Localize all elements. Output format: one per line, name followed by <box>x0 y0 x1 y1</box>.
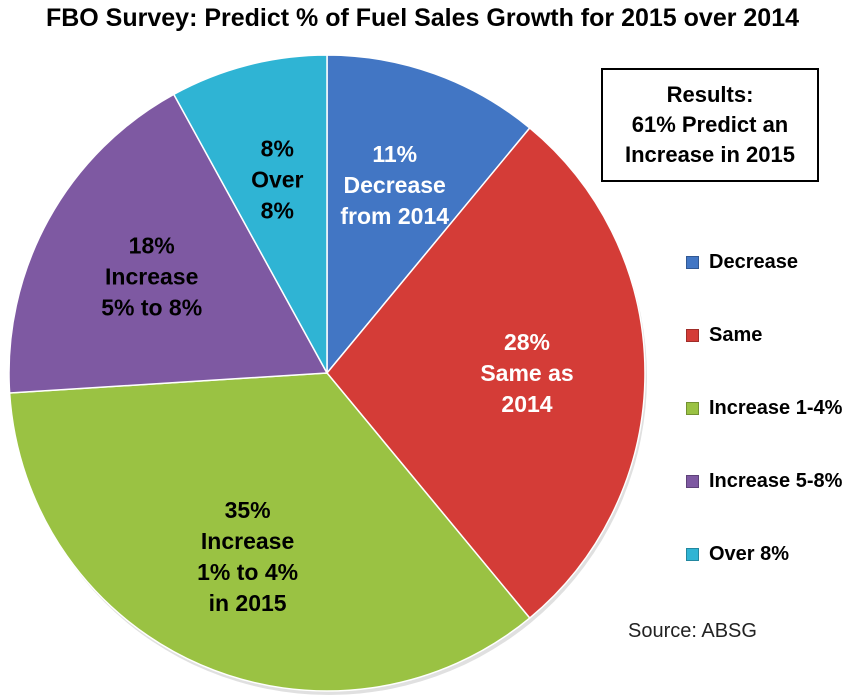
pie-slice-decrease <box>326 54 531 376</box>
slice-data-label: 11% Decrease from 2014 <box>340 141 449 229</box>
slice-data-label: 18% Increase 5% to 8% <box>101 233 202 321</box>
legend-item-increase-1-4: Increase 1-4% <box>686 372 842 445</box>
slice-label-line: Increase <box>105 264 198 290</box>
legend-item-increase-5-8: Increase 5-8% <box>686 445 842 518</box>
legend-label: Increase 5-8% <box>709 470 843 492</box>
legend-item-over-8: Over 8% <box>686 518 842 591</box>
slice-label-line: 1% to 4% <box>197 559 298 585</box>
results-annotation: Results: 61% Predict an Increase in 2015 <box>601 68 819 182</box>
source-note: Source: ABSG <box>628 620 757 642</box>
legend-swatch <box>686 475 699 488</box>
pie-slice-same <box>326 126 646 620</box>
pie-slice-over-8- <box>172 54 328 374</box>
slice-label-line: 35% <box>225 497 271 523</box>
results-line-1: Results: <box>666 82 754 107</box>
legend-swatch <box>686 402 699 415</box>
slice-label-line: Same as <box>480 360 573 386</box>
slice-data-label: 28% Same as 2014 <box>480 329 573 417</box>
slice-label-line: 5% to 8% <box>101 295 202 321</box>
legend-item-same: Same <box>686 299 842 372</box>
legend-label: Over 8% <box>709 543 790 565</box>
slice-label-line: 11% <box>372 141 417 167</box>
legend-swatch <box>686 256 699 269</box>
legend: Decrease Same Increase 1-4% Increase 5-8… <box>686 226 842 591</box>
slice-label-line: 2014 <box>501 391 552 417</box>
legend-label: Increase 1-4% <box>709 397 843 419</box>
slice-label-line: 8% <box>261 197 294 223</box>
pie-slice-increase-5-8- <box>8 93 329 394</box>
slice-label-line: 28% <box>504 329 550 355</box>
slice-label-line: 8% <box>261 135 294 161</box>
results-line-3: Increase in 2015 <box>624 142 795 167</box>
slice-data-label: 35% Increase 1% to 4% in 2015 <box>197 497 298 616</box>
results-line-2: 61% Predict an <box>631 112 789 137</box>
legend-label: Decrease <box>709 251 798 273</box>
legend-swatch <box>686 329 699 342</box>
legend-item-decrease: Decrease <box>686 226 842 299</box>
slice-label-line: in 2015 <box>209 590 287 616</box>
slice-label-line: from 2014 <box>340 203 449 229</box>
slice-label-line: Decrease <box>344 172 446 198</box>
slice-label-line: Over <box>251 166 303 192</box>
slice-label-line: 18% <box>129 233 175 259</box>
legend-label: Same <box>709 324 763 346</box>
pie-slice-increase-1-4- <box>8 372 531 692</box>
legend-swatch <box>686 548 699 561</box>
chart-title: FBO Survey: Predict % of Fuel Sales Grow… <box>45 4 800 32</box>
slice-data-label: 8% Over 8% <box>251 135 303 223</box>
slice-label-line: Increase <box>201 528 294 554</box>
